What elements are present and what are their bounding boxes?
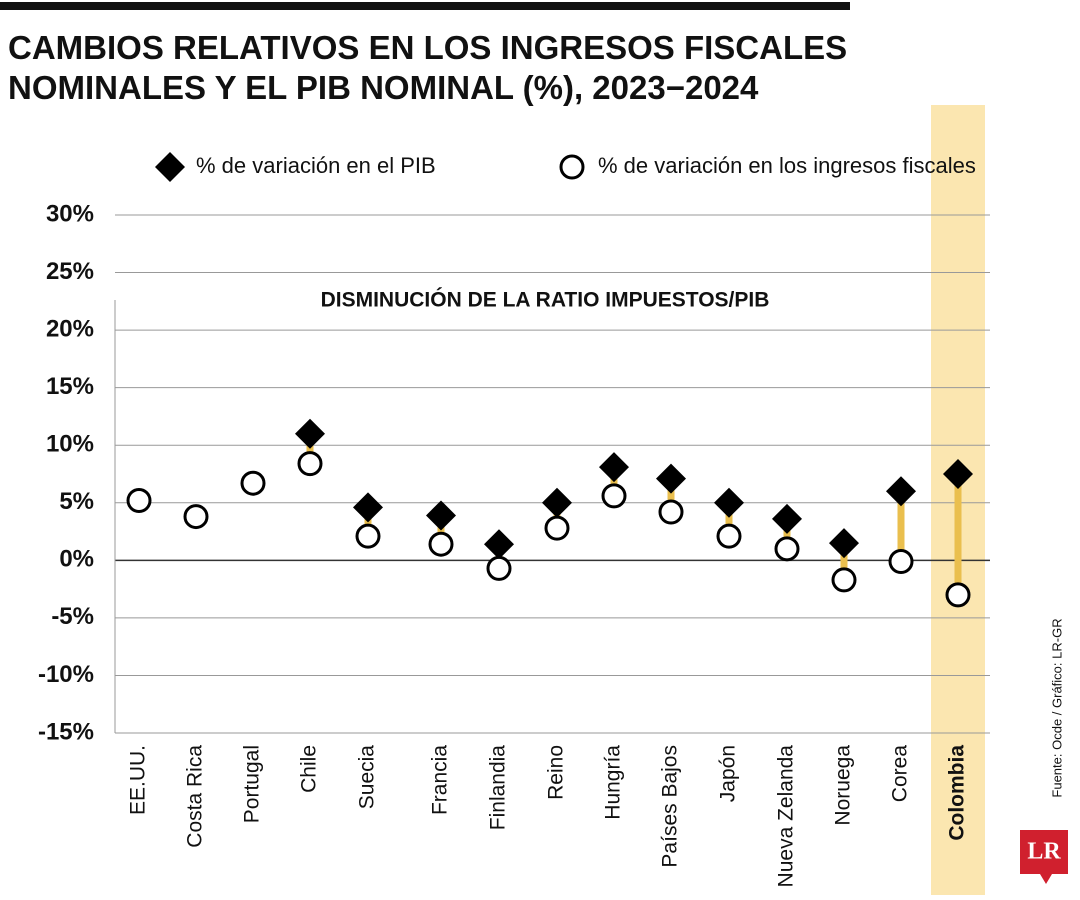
diamond-marker xyxy=(714,487,744,518)
circle-marker xyxy=(486,555,512,581)
y-tick-label: 5% xyxy=(59,488,94,515)
circle-marker xyxy=(183,504,209,530)
logo-tail xyxy=(1040,874,1052,884)
x-tick-label: Colombia xyxy=(946,745,969,841)
logo: LR xyxy=(1027,839,1061,865)
diamond-marker xyxy=(353,492,383,523)
x-tick-label: Noruega xyxy=(832,745,855,826)
x-tick-label: Chile xyxy=(298,745,321,793)
y-tick-label: 10% xyxy=(46,431,94,458)
x-tick-label: Corea xyxy=(889,745,912,803)
x-tick-label: Costa Rica xyxy=(184,745,207,848)
annotation: DISMINUCIÓN DE LA RATIO IMPUESTOS/PIB xyxy=(321,288,770,312)
circle-marker xyxy=(355,523,381,549)
legend-label: % de variación en el PIB xyxy=(196,153,436,178)
legend-marker xyxy=(155,152,185,182)
legend-label: % de variación en los ingresos fiscales xyxy=(598,153,976,178)
diamond-marker xyxy=(484,529,514,560)
x-tick-label: Portugal xyxy=(241,745,264,823)
x-tick-label: Reino xyxy=(545,745,568,800)
chart-title: CAMBIOS RELATIVOS EN LOS INGRESOS FISCAL… xyxy=(8,29,848,106)
x-tick-label: Japón xyxy=(717,745,740,802)
circle-marker xyxy=(297,451,323,477)
circle-marker xyxy=(240,470,266,496)
x-tick-label: EE.UU. xyxy=(127,745,150,815)
x-tick-label: Hungría xyxy=(602,745,625,820)
top-bar xyxy=(0,2,850,10)
x-tick-label: Países Bajos xyxy=(659,745,682,868)
diamond-marker xyxy=(426,500,456,531)
y-tick-label: 25% xyxy=(46,258,94,285)
circle-marker xyxy=(716,523,742,549)
y-tick-label: -10% xyxy=(38,661,94,688)
diamond-marker xyxy=(599,452,629,483)
circle-marker xyxy=(126,487,152,513)
circle-marker xyxy=(888,548,914,574)
circle-marker xyxy=(544,515,570,541)
diamond-marker xyxy=(295,418,325,449)
diamond-marker xyxy=(829,528,859,559)
x-tick-label: Nueva Zelanda xyxy=(775,745,798,888)
y-tick-label: -15% xyxy=(38,718,94,745)
x-tick-label: Francia xyxy=(429,745,452,815)
diamond-marker xyxy=(656,463,686,494)
logo-box xyxy=(1020,830,1068,874)
x-tick-label: Suecia xyxy=(356,745,379,810)
diamond-marker xyxy=(772,503,802,534)
circle-marker xyxy=(774,536,800,562)
circle-marker xyxy=(945,582,971,608)
y-tick-label: 30% xyxy=(46,200,94,227)
circle-marker xyxy=(658,499,684,525)
y-tick-label: 20% xyxy=(46,315,94,342)
circle-marker xyxy=(831,567,857,593)
y-tick-label: 0% xyxy=(59,546,94,573)
circle-marker xyxy=(428,531,454,557)
legend-marker xyxy=(559,154,585,180)
source: Fuente: Ocde / Gráfico: LR-GR xyxy=(1049,618,1064,797)
x-tick-label: Finlandia xyxy=(487,745,510,831)
diamond-marker xyxy=(886,476,916,507)
y-tick-label: 15% xyxy=(46,373,94,400)
diamond-marker xyxy=(943,459,973,489)
diamond-marker xyxy=(542,487,572,518)
y-tick-label: -5% xyxy=(51,603,94,630)
circle-marker xyxy=(601,483,627,509)
